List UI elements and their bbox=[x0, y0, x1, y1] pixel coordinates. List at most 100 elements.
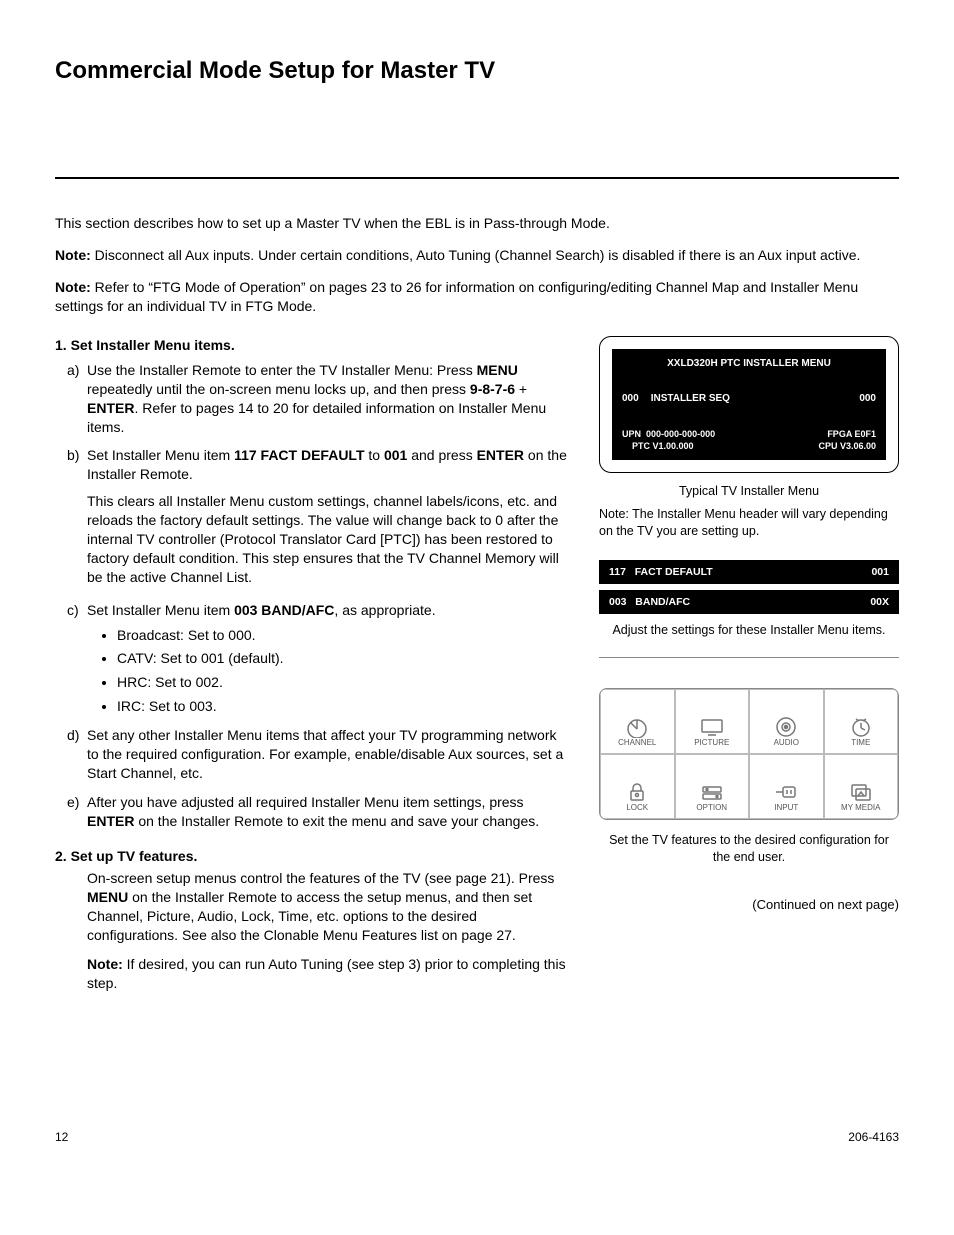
kw-enter: ENTER bbox=[87, 813, 134, 829]
cell-audio: AUDIO bbox=[749, 689, 824, 754]
lock-icon bbox=[624, 781, 650, 803]
step-1: 1. Set Installer Menu items. a)Use the I… bbox=[55, 336, 569, 831]
text: and press bbox=[407, 447, 476, 463]
kw-menu: MENU bbox=[477, 362, 518, 378]
step1-d: d)Set any other Installer Menu items tha… bbox=[87, 726, 569, 783]
kw-enter: ENTER bbox=[87, 400, 134, 416]
cell-input: INPUT bbox=[749, 754, 824, 819]
text: Set Installer Menu item bbox=[87, 602, 234, 618]
tvmenu-title: XXLD320H PTC INSTALLER MENU bbox=[622, 357, 876, 371]
opt-catv: CATV: Set to 001 (default). bbox=[117, 649, 569, 668]
tvmenu-row-name: INSTALLER SEQ bbox=[639, 392, 860, 406]
clock-icon bbox=[848, 716, 874, 738]
label: TIME bbox=[851, 738, 870, 749]
step2-p1: On-screen setup menus control the featur… bbox=[87, 869, 569, 945]
title-rule bbox=[55, 177, 899, 179]
note-label: Note: bbox=[55, 247, 91, 263]
label: OPTION bbox=[696, 803, 727, 814]
step2-note: Note: If desired, you can run Auto Tunin… bbox=[87, 955, 569, 993]
step-2: 2. Set up TV features. On-screen setup m… bbox=[55, 847, 569, 993]
intro-note2: Note: Refer to “FTG Mode of Operation” o… bbox=[55, 278, 899, 316]
note-text: Disconnect all Aux inputs. Under certain… bbox=[91, 247, 861, 263]
plug-icon bbox=[773, 781, 799, 803]
settings-row-003: 003 BAND/AFC 00X bbox=[599, 590, 899, 614]
step1-e: e)After you have adjusted all required I… bbox=[87, 793, 569, 831]
kw-item: 117 FACT DEFAULT bbox=[234, 447, 364, 463]
divider bbox=[599, 657, 899, 658]
label: LOCK bbox=[626, 803, 648, 814]
note-text: Refer to “FTG Mode of Operation” on page… bbox=[55, 279, 858, 314]
tvmenu-caption: Typical TV Installer Menu bbox=[599, 483, 899, 500]
label: AUDIO bbox=[774, 738, 799, 749]
note-label: Note: bbox=[55, 279, 91, 295]
intro-note1: Note: Disconnect all Aux inputs. Under c… bbox=[55, 246, 899, 265]
page-footer: 12 206-4163 bbox=[55, 1129, 899, 1145]
cell-mymedia: MY MEDIA bbox=[824, 754, 899, 819]
cpu: CPU V3.06.00 bbox=[818, 440, 876, 452]
text: on the Installer Remote to access the se… bbox=[87, 889, 532, 943]
cell-time: TIME bbox=[824, 689, 899, 754]
text: repeatedly until the on-screen menu lock… bbox=[87, 381, 470, 397]
step1-c: c)Set Installer Menu item 003 BAND/AFC, … bbox=[87, 601, 569, 716]
text: to bbox=[365, 447, 384, 463]
text: On-screen setup menus control the featur… bbox=[87, 870, 554, 886]
text: Use the Installer Remote to enter the TV… bbox=[87, 362, 477, 378]
text: . Refer to pages 14 to 20 for detailed i… bbox=[87, 400, 546, 435]
step1-a: a)Use the Installer Remote to enter the … bbox=[87, 361, 569, 437]
antenna-icon bbox=[624, 716, 650, 738]
text: on the Installer Remote to exit the menu… bbox=[134, 813, 539, 829]
fpga: FPGA E0F1 bbox=[827, 428, 876, 440]
cell-channel: CHANNEL bbox=[600, 689, 675, 754]
intro-p1: This section describes how to set up a M… bbox=[55, 214, 899, 233]
cell-option: OPTION bbox=[675, 754, 750, 819]
text: After you have adjusted all required Ins… bbox=[87, 794, 524, 810]
kw-menu: MENU bbox=[87, 889, 128, 905]
step1-b-para: This clears all Installer Menu custom se… bbox=[87, 492, 569, 586]
speaker-icon bbox=[773, 716, 799, 738]
settings-box: 117 FACT DEFAULT 001 003 BAND/AFC 00X bbox=[599, 560, 899, 614]
opt-hrc: HRC: Set to 002. bbox=[117, 673, 569, 692]
opt-irc: IRC: Set to 003. bbox=[117, 697, 569, 716]
text: + bbox=[515, 381, 527, 397]
left-column: 1. Set Installer Menu items. a)Use the I… bbox=[55, 336, 569, 1009]
step2-heading: 2. Set up TV features. bbox=[55, 848, 197, 864]
label: PICTURE bbox=[694, 738, 729, 749]
page-title: Commercial Mode Setup for Master TV bbox=[55, 55, 899, 117]
note-text: If desired, you can run Auto Tuning (see… bbox=[87, 956, 566, 991]
step1-b: b)Set Installer Menu item 117 FACT DEFAU… bbox=[87, 446, 569, 586]
tvmenu-note: Note: The Installer Menu header will var… bbox=[599, 506, 899, 540]
kw-enter: ENTER bbox=[477, 447, 524, 463]
icons-caption: Set the TV features to the desired confi… bbox=[599, 832, 899, 866]
label: MY MEDIA bbox=[841, 803, 880, 814]
name: BAND/AFC bbox=[635, 596, 690, 608]
code: 003 bbox=[609, 596, 627, 608]
name: FACT DEFAULT bbox=[635, 566, 713, 578]
tvmenu-row-val: 000 bbox=[859, 392, 876, 406]
step1-heading: 1. Set Installer Menu items. bbox=[55, 337, 235, 353]
label: CHANNEL bbox=[618, 738, 656, 749]
page-number: 12 bbox=[55, 1129, 68, 1145]
right-column: XXLD320H PTC INSTALLER MENU 000 INSTALLE… bbox=[599, 336, 899, 913]
label: INPUT bbox=[774, 803, 798, 814]
continued-label: (Continued on next page) bbox=[599, 896, 899, 914]
intro-section: This section describes how to set up a M… bbox=[55, 214, 899, 316]
kw-item: 003 BAND/AFC bbox=[234, 602, 334, 618]
text: Set Installer Menu item bbox=[87, 447, 234, 463]
kw-keys: 9-8-7-6 bbox=[470, 381, 515, 397]
upn-label: UPN bbox=[622, 429, 641, 439]
monitor-icon bbox=[699, 716, 725, 738]
doc-number: 206-4163 bbox=[848, 1129, 899, 1145]
tv-features-grid: CHANNEL PICTURE AUDIO TIME LOCK OPTION I… bbox=[599, 688, 899, 820]
note-label: Note: bbox=[87, 956, 123, 972]
kw-val: 001 bbox=[384, 447, 407, 463]
text: Set any other Installer Menu items that … bbox=[87, 727, 563, 781]
tvmenu-row-code: 000 bbox=[622, 392, 639, 406]
opt-broadcast: Broadcast: Set to 000. bbox=[117, 626, 569, 645]
gear-icon bbox=[699, 781, 725, 803]
settings-row-117: 117 FACT DEFAULT 001 bbox=[599, 560, 899, 584]
settings-caption: Adjust the settings for these Installer … bbox=[599, 622, 899, 639]
cell-picture: PICTURE bbox=[675, 689, 750, 754]
val: 001 bbox=[871, 565, 889, 579]
text: , as appropriate. bbox=[334, 602, 435, 618]
cell-lock: LOCK bbox=[600, 754, 675, 819]
